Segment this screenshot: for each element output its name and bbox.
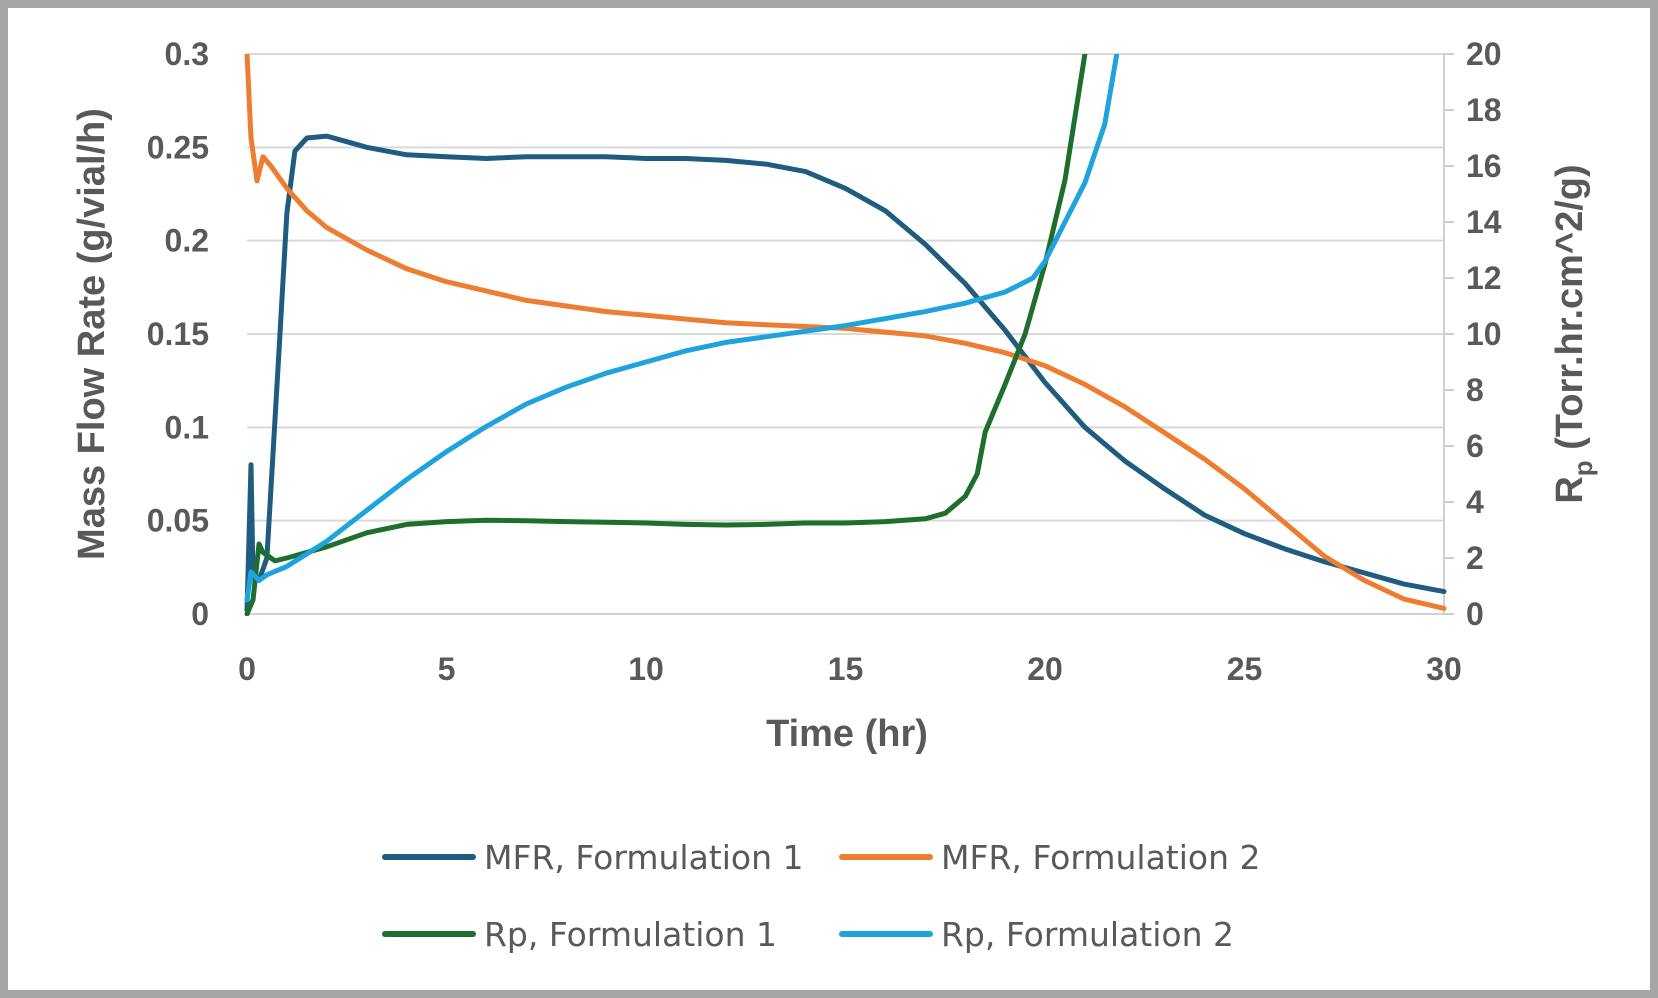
x-axis-title: Time (hr) <box>766 713 928 755</box>
series-line-3 <box>244 54 1088 616</box>
y2-tick-label: 18 <box>1466 92 1502 128</box>
right-axis-title-main: R <box>1549 476 1591 503</box>
y2-tick-label: 2 <box>1466 540 1484 576</box>
y-tick-label: 0.05 <box>147 503 209 539</box>
y2-tick-label: 6 <box>1466 428 1484 464</box>
y2-tick-label: 20 <box>1466 36 1502 72</box>
right-axis-title: Rp (Torr.hr.cm^2/g) <box>1549 164 1598 503</box>
series-line-4 <box>244 54 1120 603</box>
legend-label: MFR, Formulation 1 <box>484 838 804 877</box>
legend-label: Rp, Formulation 1 <box>484 915 777 954</box>
plot-area <box>244 54 1447 616</box>
legend-label: MFR, Formulation 2 <box>941 838 1261 877</box>
y-tick-label: 0 <box>191 596 209 632</box>
legend: MFR, Formulation 1 MFR, Formulation 2 Rp, … <box>382 838 1261 954</box>
y2-tick-label: 14 <box>1466 204 1502 240</box>
legend-label: Rp, Formulation 2 <box>941 915 1234 954</box>
series-layer <box>244 54 1447 616</box>
y2-tick-label: 0 <box>1466 596 1484 632</box>
series-line-2 <box>244 54 1447 611</box>
x-tick-label: 30 <box>1426 651 1462 687</box>
y-tick-label: 0.1 <box>165 409 209 445</box>
left-axis-title: Mass Flow Rate (g/vial/h) <box>71 108 113 560</box>
series-line-1 <box>244 133 1447 613</box>
y-tick-label: 0.15 <box>147 316 209 352</box>
y-tick-label: 0.2 <box>165 223 209 259</box>
left-axis-ticks: 0 0.05 0.1 0.15 0.2 0.25 0.3 <box>147 36 209 632</box>
y-tick-label: 0.25 <box>147 129 209 165</box>
y2-tick-label: 10 <box>1466 316 1502 352</box>
y-tick-label: 0.3 <box>165 36 209 72</box>
y2-tick-label: 16 <box>1466 148 1502 184</box>
y2-tick-label: 8 <box>1466 372 1484 408</box>
x-tick-label: 20 <box>1027 651 1063 687</box>
right-axis-title-rest: (Torr.hr.cm^2/g) <box>1549 164 1591 460</box>
y2-tick-label: 12 <box>1466 260 1502 296</box>
x-tick-label: 0 <box>238 651 256 687</box>
x-tick-label: 10 <box>628 651 664 687</box>
x-axis-ticks: 0 5 10 15 20 25 30 <box>238 651 1462 687</box>
x-tick-label: 15 <box>828 651 864 687</box>
x-tick-label: 5 <box>438 651 456 687</box>
x-tick-label: 25 <box>1227 651 1263 687</box>
right-axis-ticks: 0 2 4 6 8 10 12 14 16 18 20 <box>1444 36 1502 632</box>
gridlines <box>247 53 1444 615</box>
right-axis-title-subscript: p <box>1568 460 1598 476</box>
y2-tick-label: 4 <box>1466 484 1484 520</box>
